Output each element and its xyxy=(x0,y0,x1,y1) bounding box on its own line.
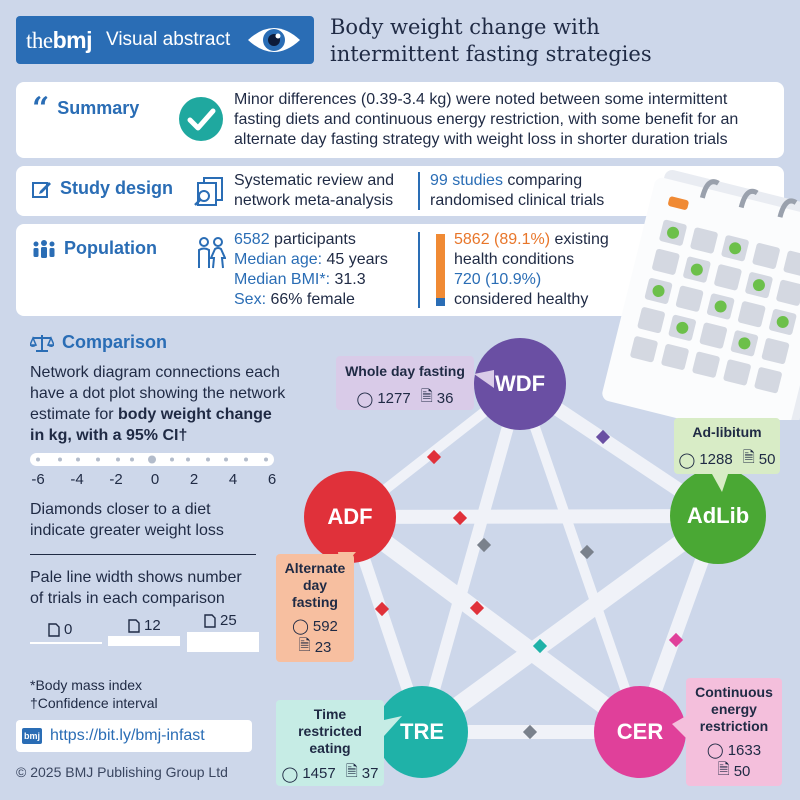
health-status-text: 5862 (89.1%) existing health conditions … xyxy=(454,231,609,308)
callout-adf: Alternate day fasting ◯ 592 🗎 23 xyxy=(276,554,354,662)
legend-label-0: 0 xyxy=(48,621,72,638)
visual-abstract-badge: thebmj Visual abstract xyxy=(16,16,314,64)
node-label-adf: ADF xyxy=(327,504,373,529)
diamond-adf-cer xyxy=(469,600,485,616)
existing-conditions-fill xyxy=(436,234,445,298)
edge-diamonds xyxy=(374,429,684,740)
scales-icon xyxy=(30,334,54,352)
axis-bar xyxy=(30,453,274,466)
eye-icon xyxy=(248,28,300,52)
summary-card: “ Summary Minor differences (0.39-3.4 kg… xyxy=(16,82,784,158)
edge-adlib-tre xyxy=(413,507,727,741)
axis-tick-label: -6 xyxy=(31,471,45,488)
edge-wdf-tre xyxy=(416,378,526,738)
footnotes: *Body mass index †Confidence interval xyxy=(30,677,158,711)
link-url[interactable]: https://bit.ly/bmj-infast xyxy=(50,727,205,744)
comparison-description: Network diagram connections each have a … xyxy=(30,364,286,444)
people-icon xyxy=(33,239,55,258)
document-icon: 🗎 xyxy=(742,449,755,466)
callout-tre: Time restricted eating ◯ 1457 🗎 37 xyxy=(276,700,384,786)
healthy-fill xyxy=(436,298,445,306)
calendar-illustration xyxy=(602,169,800,420)
node-label-tre: TRE xyxy=(400,719,444,744)
diamond-wdf-adlib xyxy=(595,429,611,445)
edit-icon xyxy=(32,181,51,198)
axis-tick-label: 2 xyxy=(189,471,199,488)
diamond-tre-cer xyxy=(522,724,538,740)
callout-adlib: Ad-libitum ◯ 1288 🗎 50 xyxy=(674,418,780,474)
population-stats: 6582 participants Median age: 45 years M… xyxy=(234,231,388,308)
document-icon: 🗎 xyxy=(298,637,311,654)
axis-tick-label: 4 xyxy=(228,471,238,488)
axis-tick-label: -4 xyxy=(70,471,84,488)
document-icon xyxy=(48,622,60,637)
diamond-adlib-cer xyxy=(668,632,684,648)
document-icon: 🗎 xyxy=(345,763,358,780)
person-icon: ◯ xyxy=(281,765,299,783)
node-label-adlib: AdLib xyxy=(686,503,750,528)
document-icon: 🗎 xyxy=(420,388,433,405)
article-link[interactable]: bmj https://bit.ly/bmj-infast xyxy=(16,720,252,752)
axis-tick-label: 6 xyxy=(267,471,277,488)
callout-pointer-adlib xyxy=(712,474,728,492)
health-conditions-bar xyxy=(436,234,445,306)
participants-icon xyxy=(198,237,226,269)
divider xyxy=(418,232,420,308)
node-label-wdf: WDF xyxy=(494,371,546,396)
legend-label-25: 25 xyxy=(204,612,237,629)
summary-text: Minor differences (0.39-3.4 kg) were not… xyxy=(234,91,739,148)
edge-adf-cer xyxy=(341,508,649,741)
legend-line-25 xyxy=(187,632,259,652)
document-icon xyxy=(204,613,216,628)
study-design-heading: Study design xyxy=(32,178,173,199)
diamond-wdf-adf xyxy=(426,449,442,465)
axis-tick-label: -2 xyxy=(109,471,123,488)
axis-tick-label: 0 xyxy=(150,471,160,488)
callout-wdf: Whole day fasting ◯ 1277 🗎 36 xyxy=(336,356,474,410)
edge-wdf-cer xyxy=(515,379,645,737)
study-design-text: Systematic review and network meta-analy… xyxy=(234,172,395,209)
divider xyxy=(418,172,420,210)
legend-line-12 xyxy=(108,636,180,646)
comparison-heading: Comparison xyxy=(30,332,167,353)
document-icon xyxy=(128,618,140,633)
line-width-explanation: Pale line width shows number of trials i… xyxy=(30,569,242,607)
person-icon: ◯ xyxy=(706,742,724,759)
copyright: © 2025 BMJ Publishing Group Ltd xyxy=(16,764,228,780)
diamond-adlib-tre xyxy=(532,638,548,654)
callout-cer: Continuous energy restriction ◯ 1633 🗎 50 xyxy=(686,678,782,786)
bmj-icon: bmj xyxy=(22,728,43,744)
node-label-cer: CER xyxy=(616,719,664,744)
studies-text: 99 studies comparing randomised clinical… xyxy=(430,172,605,209)
diamond-wdf-tre xyxy=(476,537,492,553)
edge-adf-adlib xyxy=(343,509,725,524)
document-search-icon xyxy=(194,177,223,206)
summary-heading: “ Summary xyxy=(32,90,140,126)
diamond-adf-tre xyxy=(374,601,390,617)
bmj-logo: thebmj xyxy=(26,26,93,53)
document-icon: 🗎 xyxy=(717,761,730,778)
population-heading: Population xyxy=(32,238,157,259)
legend-line-0 xyxy=(30,642,102,644)
quote-icon: “ xyxy=(32,90,50,126)
person-icon: ◯ xyxy=(356,390,374,408)
checkmark-icon xyxy=(179,97,223,141)
legend-label-12: 12 xyxy=(128,617,161,634)
diamond-adf-adlib xyxy=(452,510,468,526)
badge-label: Visual abstract xyxy=(106,29,231,50)
divider xyxy=(30,554,256,555)
person-icon: ◯ xyxy=(292,618,309,635)
diamond-wdf-cer xyxy=(579,544,595,560)
person-icon: ◯ xyxy=(678,451,696,469)
page-title: Body weight change with intermittent fas… xyxy=(330,15,652,66)
diamond-explanation: Diamonds closer to a diet indicate great… xyxy=(30,501,224,539)
